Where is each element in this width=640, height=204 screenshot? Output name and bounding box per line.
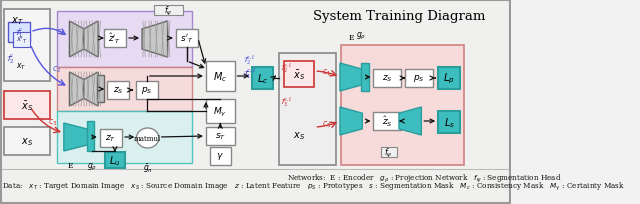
Text: $\gamma$: $\gamma$ — [216, 151, 224, 162]
Text: $c_2$: $c_2$ — [52, 65, 61, 75]
Polygon shape — [340, 64, 362, 92]
Text: $L_u$: $L_u$ — [109, 153, 120, 167]
Text: $\mathcal{T}_3^{c,\ell}$: $\mathcal{T}_3^{c,\ell}$ — [280, 95, 292, 109]
Bar — [206, 100, 235, 123]
Text: $\mathcal{T}_1^{c,\ell}$: $\mathcal{T}_1^{c,\ell}$ — [243, 66, 257, 80]
Polygon shape — [340, 108, 362, 135]
Text: $s'_T$: $s'_T$ — [180, 33, 193, 45]
Bar — [4, 127, 51, 155]
Text: $s_T$: $s_T$ — [215, 131, 226, 142]
Polygon shape — [84, 22, 98, 58]
Text: $\mathcal{T}_2^{c,\ell}$: $\mathcal{T}_2^{c,\ell}$ — [280, 62, 292, 75]
Bar — [206, 127, 235, 145]
Text: $z_S$: $z_S$ — [381, 73, 392, 84]
Bar — [58, 12, 191, 68]
Bar — [438, 68, 460, 90]
Bar — [58, 111, 191, 163]
Text: $z_S$: $z_S$ — [113, 85, 124, 96]
Text: $g_\rho$: $g_\rho$ — [356, 31, 367, 42]
Bar — [374, 112, 401, 130]
Text: $p_S$: $p_S$ — [141, 85, 152, 96]
Text: $L_s$: $L_s$ — [444, 115, 455, 129]
Bar — [340, 46, 465, 165]
Text: $L_p$: $L_p$ — [444, 71, 455, 86]
Ellipse shape — [136, 128, 159, 148]
Bar — [100, 129, 122, 147]
Text: E: E — [348, 34, 354, 42]
Bar — [206, 62, 235, 92]
Bar — [175, 30, 198, 48]
Text: $c_1$: $c_1$ — [321, 68, 331, 78]
Text: $\mathcal{T}_2^{c,\ell}$: $\mathcal{T}_2^{c,\ell}$ — [243, 54, 256, 67]
Text: Data:   $x_T$ : Target Domain Image   $x_S$ : Source Domain Image   $z$ : Latent: Data: $x_T$ : Target Domain Image $x_S$ … — [3, 180, 625, 192]
Polygon shape — [64, 123, 88, 151]
Text: System Training Diagram: System Training Diagram — [313, 10, 485, 23]
Bar — [278, 54, 336, 165]
Text: $c_1$: $c_1$ — [56, 28, 65, 38]
Bar — [284, 62, 314, 88]
Text: Networks:  E : Encoder   $g_\rho$ : Projection Network   $f_\psi$ : Segmentation: Networks: E : Encoder $g_\rho$ : Project… — [287, 172, 562, 184]
Bar — [87, 121, 94, 151]
Polygon shape — [399, 108, 421, 135]
Text: $\mathcal{T}_1^c$: $\mathcal{T}_1^c$ — [15, 26, 24, 40]
Polygon shape — [142, 22, 168, 58]
Text: matmul: matmul — [134, 134, 161, 142]
Bar — [104, 30, 126, 48]
Bar — [438, 111, 460, 133]
Text: $M_c$: $M_c$ — [213, 70, 227, 83]
Text: $f_\psi$: $f_\psi$ — [385, 146, 393, 159]
Text: $c_3$: $c_3$ — [48, 118, 57, 128]
Text: $z_T$: $z_T$ — [106, 133, 116, 144]
Bar — [136, 82, 158, 100]
Text: $x_T$: $x_T$ — [17, 62, 27, 72]
Bar — [107, 82, 129, 100]
Bar — [104, 152, 125, 168]
Bar — [13, 33, 30, 48]
Text: $g_\rho$: $g_\rho$ — [86, 161, 97, 172]
Text: $\hat{z}_S$: $\hat{z}_S$ — [381, 114, 392, 129]
Bar — [405, 70, 433, 88]
Text: $\bar{x}_S$: $\bar{x}_S$ — [293, 68, 305, 82]
Text: $x_S$: $x_S$ — [293, 130, 305, 141]
Polygon shape — [69, 22, 84, 58]
Text: $\hat{z}'_T$: $\hat{z}'_T$ — [108, 32, 122, 46]
Text: $L_c$: $L_c$ — [257, 72, 268, 85]
Text: $x_T$: $x_T$ — [11, 15, 24, 27]
Bar — [4, 10, 51, 82]
Text: $c_3$: $c_3$ — [321, 119, 331, 130]
Text: $M_\gamma$: $M_\gamma$ — [213, 105, 227, 118]
Polygon shape — [84, 73, 98, 106]
Bar — [8, 23, 30, 43]
Bar — [210, 147, 230, 165]
Text: $p_S$: $p_S$ — [413, 73, 425, 84]
Bar — [252, 68, 273, 90]
Bar — [97, 76, 104, 102]
Text: $\bar{x}_S$: $\bar{x}_S$ — [21, 99, 33, 112]
Text: $\mathcal{T}_2^c$: $\mathcal{T}_2^c$ — [6, 53, 15, 66]
Bar — [381, 147, 397, 157]
Bar — [374, 70, 401, 88]
Text: $x'_T$: $x'_T$ — [16, 35, 28, 46]
Bar — [362, 64, 369, 92]
Polygon shape — [69, 73, 84, 106]
Bar — [58, 68, 191, 111]
Text: $\bar{g}_\pi$: $\bar{g}_\pi$ — [143, 161, 153, 174]
Text: $f_\psi$: $f_\psi$ — [164, 4, 173, 18]
Bar — [4, 92, 51, 119]
Text: $x_S$: $x_S$ — [21, 135, 33, 147]
Text: E: E — [67, 161, 73, 169]
Bar — [154, 6, 183, 16]
